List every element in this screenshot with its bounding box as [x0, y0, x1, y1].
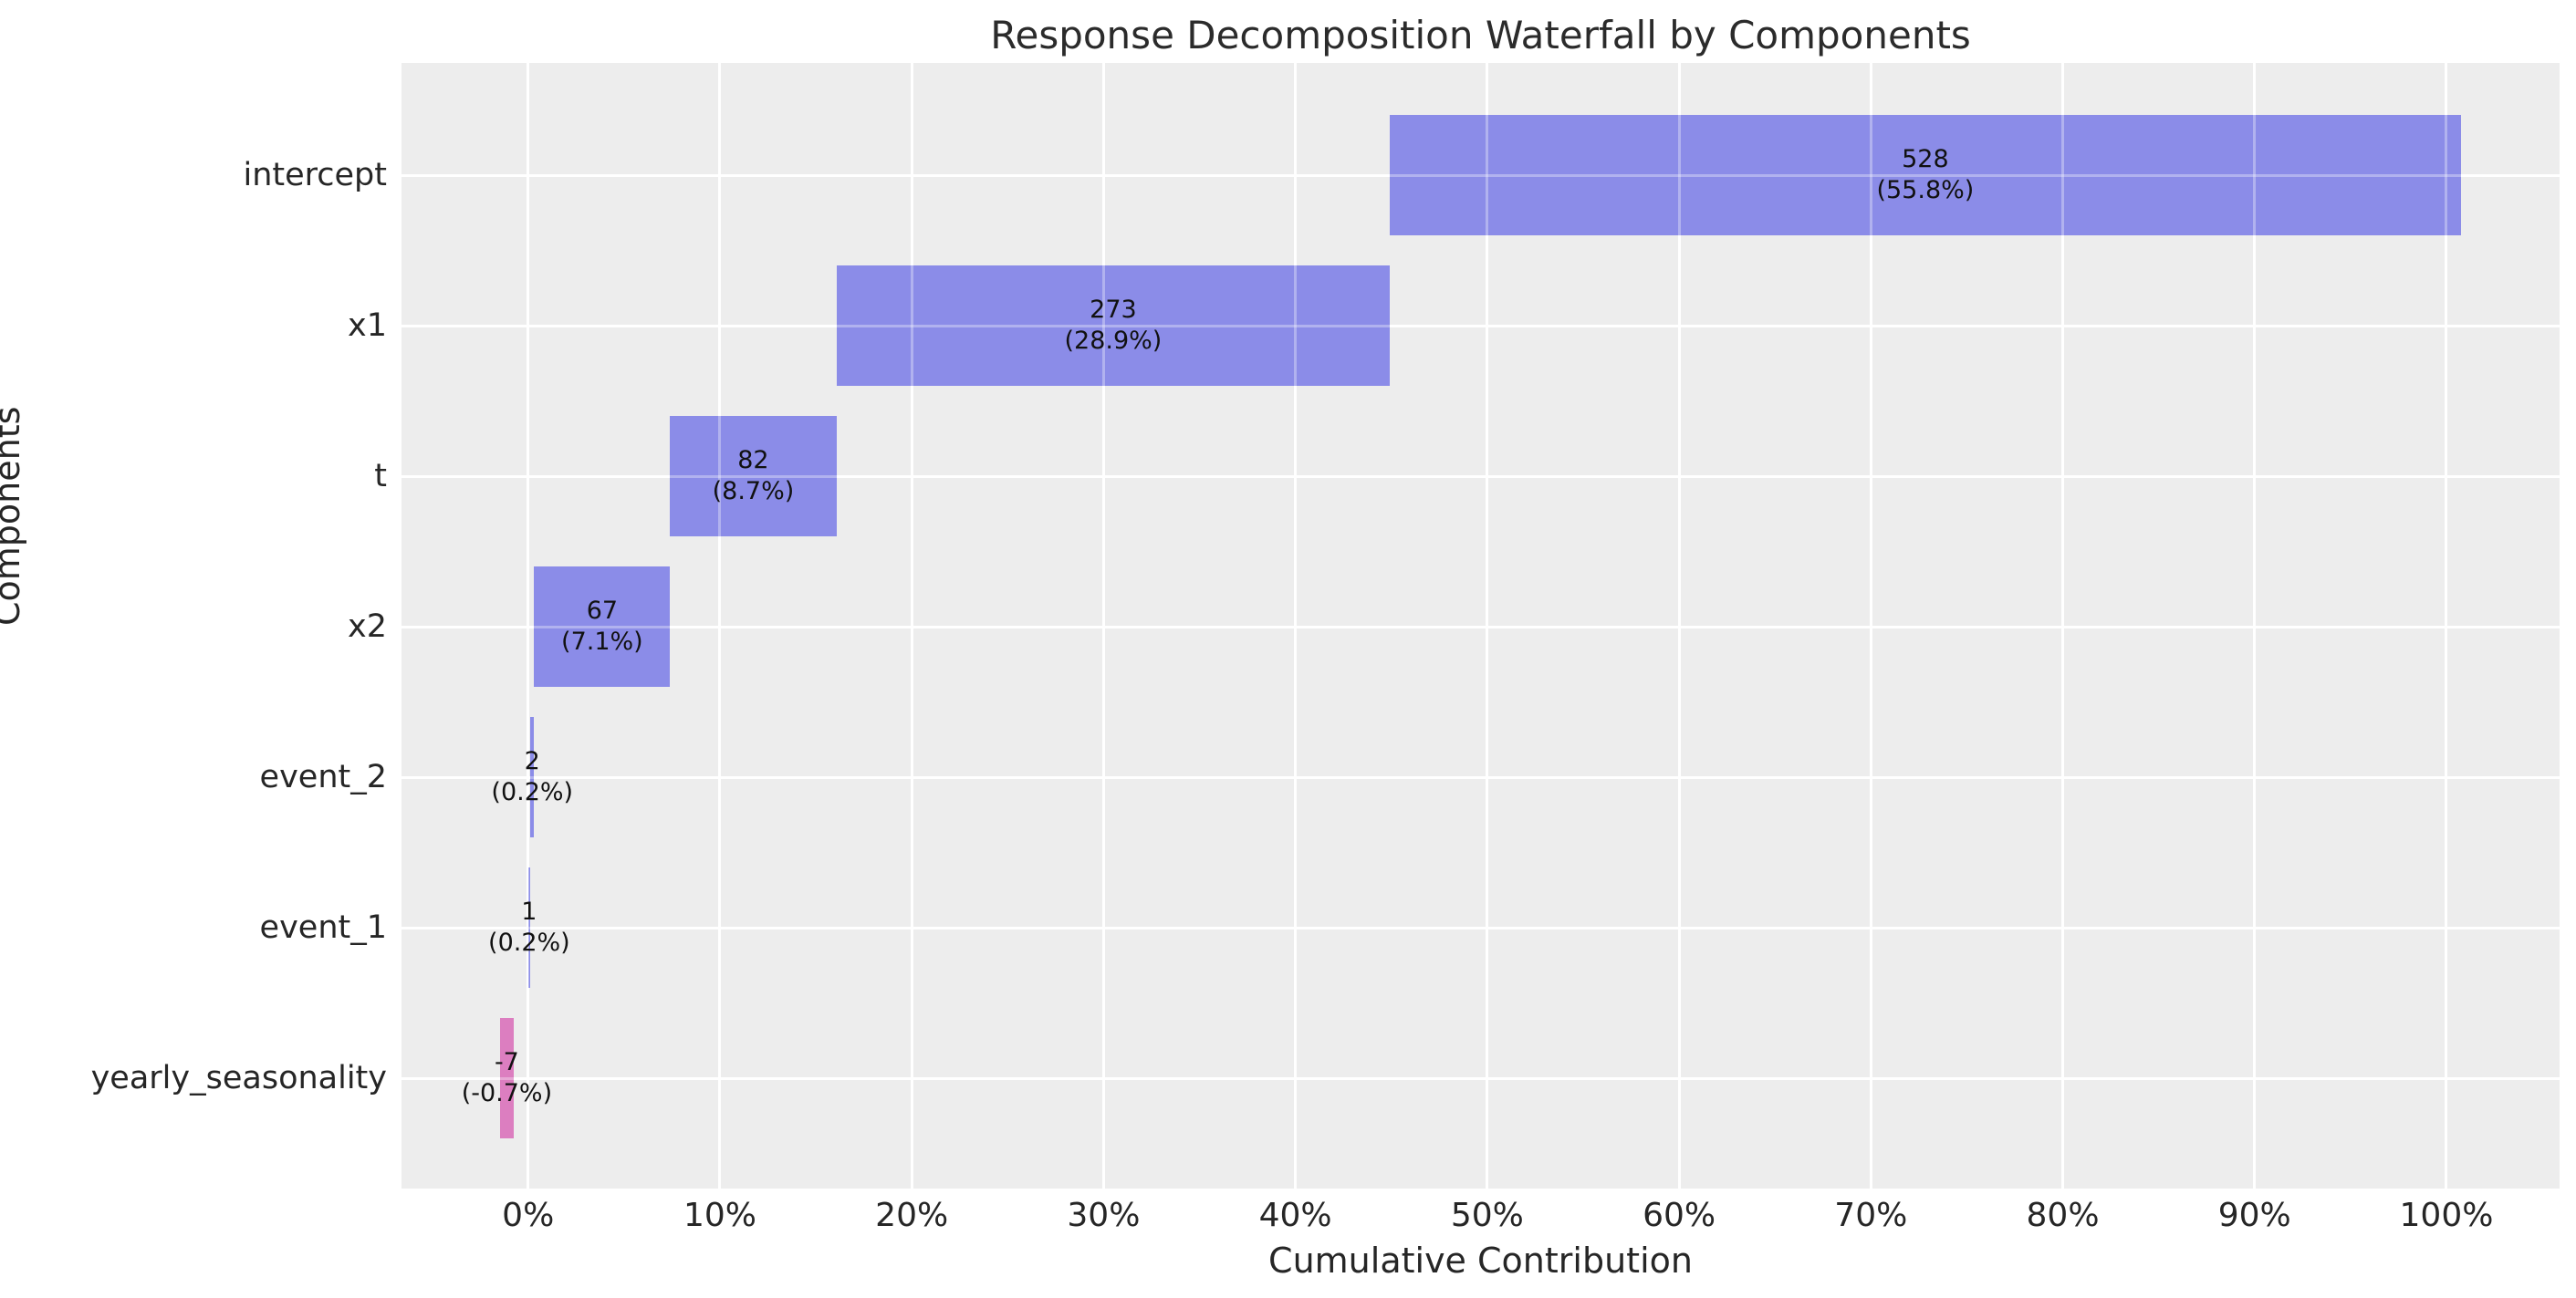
x-axis-title: Cumulative Contribution [1268, 1241, 1693, 1281]
x-tick-label-70%: 70% [1834, 1197, 1908, 1234]
bar-intercept [1390, 115, 2461, 235]
grid-line-vertical-60% [1677, 63, 1681, 1189]
y-tick-label-x2: x2 [348, 608, 387, 645]
gridlines-over-layer [402, 63, 2560, 1189]
grid-line-horizontal-event_1 [402, 926, 2560, 929]
bar-value-label: 528 [1902, 145, 1949, 173]
grid-line-horizontal-event_1 [402, 926, 2560, 929]
x-tick-label-10%: 10% [683, 1197, 756, 1234]
x-tick-label-50%: 50% [1450, 1197, 1524, 1234]
bar-label-yearly_seasonality: -7 (-0.7%) [462, 1047, 552, 1109]
x-tick-label-90%: 90% [2217, 1197, 2291, 1234]
x-tick-label-20%: 20% [875, 1197, 949, 1234]
grid-line-horizontal-yearly_seasonality [402, 1076, 2560, 1080]
grid-line-vertical-20% [910, 63, 913, 1189]
grid-line-vertical-50% [1486, 63, 1489, 1189]
bar-label-x1: 273 (28.9%) [1065, 295, 1163, 357]
bar-x2 [534, 566, 671, 687]
grid-line-horizontal-t [402, 474, 2560, 478]
grid-line-horizontal-yearly_seasonality [402, 1076, 2560, 1080]
bar-label-intercept: 528 (55.8%) [1876, 144, 1974, 206]
grid-line-horizontal-intercept [402, 173, 2560, 177]
bar-percent-label: (28.9%) [1064, 327, 1163, 355]
grid-line-vertical-80% [2061, 63, 2065, 1189]
bar-label-event_2: 2 (0.2%) [491, 746, 573, 808]
bar-labels-layer: 528 (55.8%) 273 (28.9%) 82 (8.7%) 67 (7.1%) 2 (0.… [402, 63, 2560, 1189]
bar-percent-label: (55.8%) [1876, 176, 1975, 204]
y-tick-label-x1: x1 [348, 307, 387, 344]
y-tick-label-event_1: event_1 [259, 909, 387, 946]
bar-yearly_seasonality [499, 1018, 515, 1138]
x-tick-label-100%: 100% [2399, 1197, 2494, 1234]
y-tick-label-yearly_seasonality: yearly_seasonality [90, 1060, 387, 1096]
bar-label-x2: 67 (7.1%) [561, 596, 643, 658]
bar-percent-label: (0.2%) [491, 778, 574, 806]
bar-value-label: 2 [524, 747, 540, 775]
grid-line-vertical-30% [1101, 63, 1105, 1189]
bar-value-label: 67 [586, 597, 619, 625]
grid-line-horizontal-t [402, 474, 2560, 478]
bar-label-t: 82 (8.7%) [713, 445, 795, 507]
x-tick-label-30%: 30% [1067, 1197, 1141, 1234]
bar-percent-label: (8.7%) [712, 477, 795, 505]
bar-label-event_1: 1 (0.2%) [488, 897, 570, 959]
grid-line-horizontal-x2 [402, 625, 2560, 628]
grid-line-horizontal-x1 [402, 324, 2560, 327]
bar-value-label: 273 [1090, 296, 1137, 324]
y-tick-label-intercept: intercept [243, 157, 388, 193]
grid-line-horizontal-event_2 [402, 775, 2560, 779]
bar-event_2 [530, 717, 535, 837]
grid-line-horizontal-x2 [402, 625, 2560, 628]
x-tick-label-0%: 0% [502, 1197, 555, 1234]
y-axis-title: Components [0, 406, 27, 626]
grid-line-horizontal-event_2 [402, 775, 2560, 779]
bar-percent-label: (-0.7%) [461, 1079, 553, 1107]
bars-layer [402, 63, 2560, 1189]
grid-line-vertical-70% [1869, 63, 1872, 1189]
grid-line-vertical-100% [2445, 63, 2448, 1189]
y-tick-label-t: t [374, 458, 387, 494]
grid-line-vertical-40% [1294, 63, 1298, 1189]
grid-line-vertical-90% [2253, 63, 2257, 1189]
bar-value-label: 1 [521, 898, 537, 926]
bar-percent-label: (0.2%) [488, 929, 570, 957]
x-tick-label-80%: 80% [2026, 1197, 2100, 1234]
grid-line-vertical-0% [527, 63, 530, 1189]
bar-t [670, 416, 837, 536]
grid-line-horizontal-x1 [402, 324, 2560, 327]
plot-area: 528 (55.8%) 273 (28.9%) 82 (8.7%) 67 (7.1%) 2 (0.… [402, 63, 2560, 1189]
x-tick-label-60%: 60% [1643, 1197, 1716, 1234]
x-tick-label-40%: 40% [1258, 1197, 1332, 1234]
bar-x1 [836, 265, 1391, 386]
chart-title: Response Decomposition Waterfall by Comp… [990, 13, 1971, 57]
bar-value-label: 82 [737, 446, 769, 474]
y-tick-label-event_2: event_2 [259, 759, 387, 795]
bar-event_1 [527, 867, 531, 988]
bar-value-label: -7 [494, 1048, 519, 1076]
bar-percent-label: (7.1%) [561, 628, 643, 656]
grid-line-vertical-10% [718, 63, 722, 1189]
